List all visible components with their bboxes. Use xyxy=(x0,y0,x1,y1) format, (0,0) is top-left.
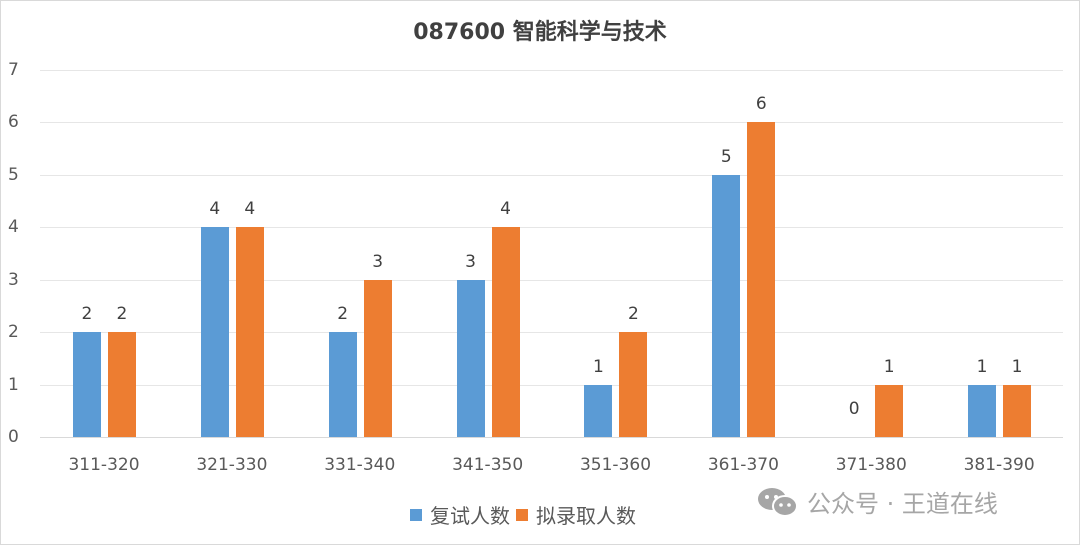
bar-retest xyxy=(200,227,229,437)
x-tick-label: 331-340 xyxy=(324,455,396,475)
bar-admitted xyxy=(235,227,264,437)
bar-retest xyxy=(456,279,485,437)
gridline xyxy=(40,437,1063,438)
bar-retest xyxy=(712,174,741,437)
legend-item-series-1: 拟录取人数 xyxy=(516,500,636,529)
legend: 复试人数 拟录取人数 xyxy=(410,500,642,529)
gridline xyxy=(40,279,1063,281)
x-tick-label: 381-390 xyxy=(963,455,1035,475)
y-tick-label: 6 xyxy=(8,112,19,133)
x-tick-label: 321-330 xyxy=(196,455,268,475)
y-tick-label: 3 xyxy=(8,269,19,290)
wechat-icon xyxy=(757,487,799,517)
y-tick-label: 5 xyxy=(8,164,19,185)
bar-retest xyxy=(72,332,101,437)
data-label: 1 xyxy=(1011,356,1023,377)
watermark-text: 公众号 · 王道在线 xyxy=(807,490,998,518)
gridline xyxy=(40,384,1063,386)
data-label: 1 xyxy=(976,356,988,377)
x-tick-label: 361-370 xyxy=(707,455,779,475)
gridline xyxy=(40,332,1063,334)
gridline xyxy=(40,70,1063,71)
bar-admitted xyxy=(363,279,392,437)
chart-title: 087600 智能科学与技术 xyxy=(413,20,667,45)
y-tick-label: 0 xyxy=(8,427,19,447)
data-label: 0 xyxy=(848,399,860,419)
x-tick-label: 371-380 xyxy=(835,455,907,475)
data-label: 4 xyxy=(244,199,256,220)
legend-item-series-0: 复试人数 xyxy=(410,500,510,529)
bar-retest xyxy=(328,332,357,437)
gridline xyxy=(40,227,1063,229)
y-tick-label: 4 xyxy=(8,217,19,238)
data-label: 3 xyxy=(465,251,476,272)
gridline xyxy=(40,122,1063,124)
data-label: 6 xyxy=(755,94,767,115)
data-label: 3 xyxy=(372,251,384,272)
y-tick-label: 7 xyxy=(8,60,19,80)
bar-admitted xyxy=(107,332,136,437)
x-tick-label: 311-320 xyxy=(68,455,140,475)
x-tick-label: 341-350 xyxy=(452,455,524,475)
data-label: 1 xyxy=(883,356,895,377)
watermark: 公众号 · 王道在线 xyxy=(757,484,998,519)
data-label: 2 xyxy=(628,304,639,325)
legend-swatch-orange xyxy=(516,508,528,521)
gridline xyxy=(40,174,1063,176)
x-tick-label: 351-360 xyxy=(579,455,652,475)
y-tick-label: 2 xyxy=(8,322,19,343)
data-label: 2 xyxy=(337,304,349,325)
bar-admitted xyxy=(875,384,904,437)
legend-label: 复试人数 xyxy=(430,504,510,528)
bar-admitted xyxy=(1003,384,1032,437)
legend-label: 拟录取人数 xyxy=(536,504,636,528)
data-label: 2 xyxy=(81,304,93,325)
y-tick-label: 1 xyxy=(8,374,19,395)
data-label: 1 xyxy=(593,356,604,377)
bar-retest xyxy=(968,384,997,437)
data-label: 5 xyxy=(720,146,732,167)
bar-admitted xyxy=(747,122,776,437)
bar-admitted xyxy=(619,332,648,437)
bar-admitted xyxy=(491,227,520,437)
data-label: 4 xyxy=(209,199,221,220)
data-label: 4 xyxy=(500,199,511,220)
bar-retest xyxy=(584,384,613,437)
legend-swatch-blue xyxy=(410,508,422,521)
data-label: 2 xyxy=(116,304,128,325)
